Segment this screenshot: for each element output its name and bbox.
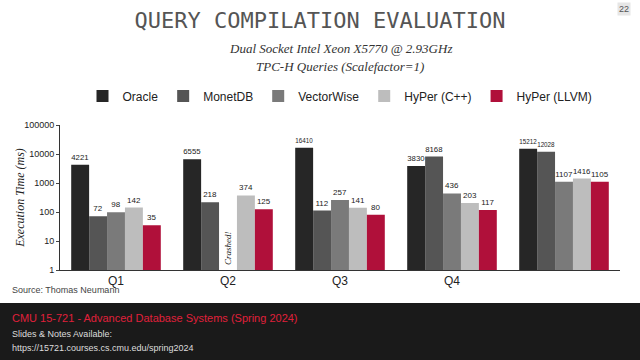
svg-text:100000: 100000: [24, 120, 54, 130]
svg-text:Q2: Q2: [220, 274, 236, 288]
svg-text:HyPer (C++): HyPer (C++): [404, 90, 471, 104]
svg-text:https://15721.courses.cs.cmu.e: https://15721.courses.cs.cmu.edu/spring2…: [12, 343, 194, 353]
svg-text:Oracle: Oracle: [123, 90, 159, 104]
svg-text:72: 72: [93, 204, 102, 213]
svg-text:436: 436: [445, 181, 459, 190]
svg-text:203: 203: [463, 191, 477, 200]
svg-text:4221: 4221: [71, 153, 88, 162]
svg-text:374: 374: [239, 183, 253, 192]
svg-text:Crashed!: Crashed!: [223, 232, 233, 266]
svg-text:1000: 1000: [34, 178, 54, 188]
svg-text:141: 141: [351, 196, 365, 205]
svg-text:1107: 1107: [555, 170, 573, 179]
svg-text:VectorWise: VectorWise: [298, 90, 359, 104]
svg-text:12028: 12028: [537, 141, 555, 148]
svg-text:80: 80: [371, 203, 380, 212]
svg-text:218: 218: [203, 190, 217, 199]
svg-text:Slides & Notes Available:: Slides & Notes Available:: [12, 329, 112, 339]
svg-text:MonetDB: MonetDB: [203, 90, 253, 104]
svg-text:Dual Socket Intel Xeon X5770 @: Dual Socket Intel Xeon X5770 @ 2.93GHz: [229, 41, 452, 56]
svg-text:16410: 16410: [295, 137, 313, 144]
svg-text:1105: 1105: [591, 170, 609, 179]
svg-text:1: 1: [49, 265, 54, 275]
svg-text:117: 117: [481, 198, 494, 207]
svg-text:1416: 1416: [573, 167, 590, 176]
svg-text:125: 125: [257, 197, 271, 206]
svg-text:98: 98: [111, 200, 120, 209]
svg-text:15212: 15212: [519, 138, 537, 145]
svg-text:6555: 6555: [183, 147, 201, 156]
svg-text:3830: 3830: [407, 154, 425, 163]
svg-text:Q3: Q3: [332, 274, 348, 288]
svg-text:Source: Thomas Neumann: Source: Thomas Neumann: [12, 285, 119, 295]
svg-text:35: 35: [147, 213, 156, 222]
svg-text:Q1: Q1: [108, 274, 124, 288]
svg-text:TPC-H Queries (Scalefactor=1): TPC-H Queries (Scalefactor=1): [256, 59, 424, 74]
svg-text:10: 10: [44, 236, 54, 246]
svg-text:Execution Time (ms): Execution Time (ms): [13, 148, 27, 248]
svg-text:CMU 15-721 - Advanced Database: CMU 15-721 - Advanced Database Systems (…: [12, 312, 298, 324]
svg-text:HyPer (LLVM): HyPer (LLVM): [517, 90, 592, 104]
svg-text:10000: 10000: [29, 149, 54, 159]
svg-text:22: 22: [619, 4, 629, 14]
svg-text:142: 142: [127, 196, 141, 205]
svg-text:QUERY COMPILATION EVALUATION: QUERY COMPILATION EVALUATION: [135, 8, 506, 33]
svg-text:8168: 8168: [425, 145, 442, 154]
svg-text:100: 100: [39, 207, 54, 217]
svg-text:Q4: Q4: [444, 274, 460, 288]
svg-text:257: 257: [333, 188, 347, 197]
svg-text:112: 112: [315, 199, 328, 208]
